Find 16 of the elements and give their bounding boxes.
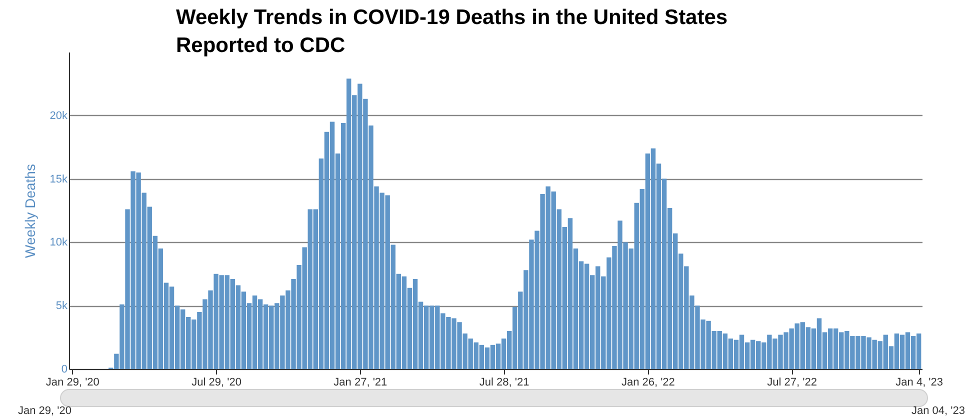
y-tick-label: 5k bbox=[56, 300, 68, 312]
y-axis-title: Weekly Deaths bbox=[22, 164, 38, 258]
y-tick-label: 20k bbox=[50, 110, 68, 122]
y-tick-label: 15k bbox=[50, 173, 68, 186]
x-tick-label: Jan 26, '22 bbox=[621, 376, 675, 388]
x-tick-label: Jul 29, '20 bbox=[192, 376, 242, 388]
y-tick-label: 0 bbox=[61, 364, 68, 376]
chart-title: Weekly Trends in COVID-19 Deaths in the United States Reported to CDC bbox=[176, 5, 729, 59]
x-tick-label: Jan 27, '21 bbox=[334, 376, 388, 388]
text: Jan 29, '20 bbox=[18, 405, 72, 417]
x-tick-label: Jan 4, '23 bbox=[896, 376, 944, 388]
x-tick-label: Jul 27, '22 bbox=[767, 376, 817, 388]
x-tick-label: Jul 28, '21 bbox=[479, 376, 530, 388]
y-tick-label: 10k bbox=[50, 236, 68, 249]
x-tick-label: Jan 29, '20 bbox=[46, 376, 100, 388]
text: Jan 04, '23 bbox=[912, 405, 965, 417]
